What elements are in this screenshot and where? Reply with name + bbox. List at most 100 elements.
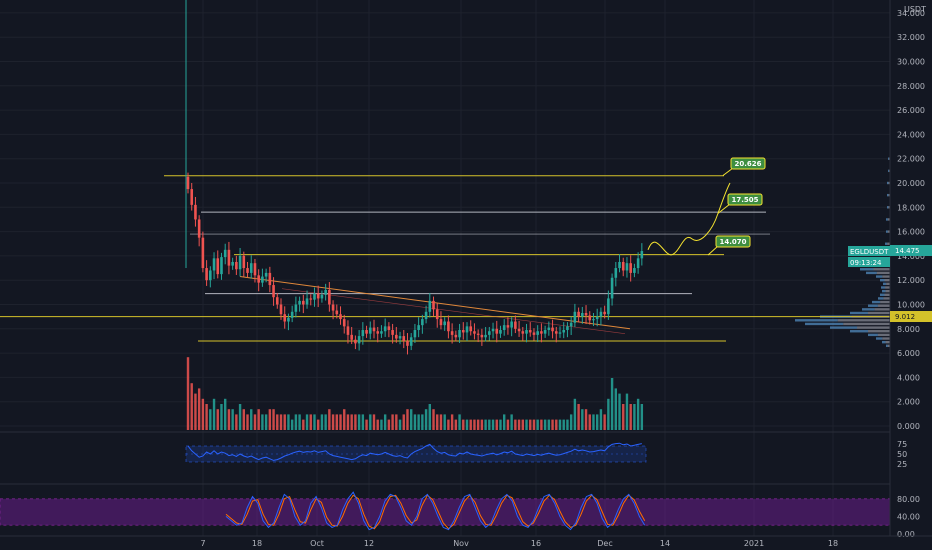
volume-bar <box>335 414 338 430</box>
candle-body <box>476 333 480 335</box>
volume-bar <box>305 414 309 430</box>
candle-body <box>283 314 287 322</box>
volume-bar <box>484 419 487 430</box>
profile-bar <box>888 206 890 209</box>
candle-body <box>424 311 428 320</box>
candle-body <box>235 261 238 270</box>
level-tag: 9.012 <box>890 311 932 322</box>
candle-body <box>190 189 194 205</box>
time-tick-label: 18 <box>252 539 262 548</box>
price-tick-label: 0.000 <box>897 422 920 431</box>
price-tick-label: 28.000 <box>897 82 925 91</box>
time-tick-label: 12 <box>364 539 374 548</box>
time-tick-label: 16 <box>531 539 541 548</box>
volume-bar <box>450 414 454 430</box>
candle-body <box>484 334 487 338</box>
profile-bar <box>885 340 890 344</box>
last-price-text: 14.475 <box>895 247 920 255</box>
volume-bar <box>413 414 417 430</box>
candle-body <box>517 328 521 332</box>
candle-body <box>242 255 246 269</box>
time-tick-label: 2021 <box>744 539 764 548</box>
price-axis[interactable]: 34.000 32.000 30.000 28.000 26.000 24.000 22.0… <box>897 9 925 431</box>
volume-bar <box>283 414 286 430</box>
candle-body <box>421 319 424 326</box>
price-tick-label: 30.000 <box>897 58 925 67</box>
profile-bar <box>874 308 890 311</box>
volume-bar <box>421 414 424 430</box>
stoch-tick-label: 80.00 <box>897 495 920 504</box>
annotation-box <box>730 157 766 170</box>
volume-bar <box>495 419 498 430</box>
profile-bar <box>888 169 889 173</box>
volume-bar <box>536 419 539 430</box>
candle-body <box>302 300 305 305</box>
countdown-text: 09:13:24 <box>850 259 882 267</box>
volume-bar <box>395 414 398 430</box>
stoch-k-line <box>225 491 646 531</box>
volume-bar <box>607 398 610 430</box>
time-axis[interactable]: 7 18 Oct 12 Nov 16 Dec 14 2021 18 <box>200 539 838 548</box>
symbol-tag-text: EGLDUSDT <box>850 248 889 256</box>
projection-path[interactable] <box>647 182 731 256</box>
profile-bar <box>888 157 890 160</box>
volume-bar <box>491 419 495 430</box>
stoch-d-line <box>225 494 646 530</box>
rsi-tick-label: 25 <box>897 460 907 469</box>
volume-bar <box>216 409 219 430</box>
volume-bar <box>551 419 554 430</box>
volume-bar <box>573 398 577 430</box>
candle-body <box>447 321 450 332</box>
profile-bar <box>887 206 889 209</box>
profile-bar <box>888 181 890 185</box>
candle-body <box>398 336 402 339</box>
profile-bar <box>866 271 877 275</box>
volume-bar <box>235 414 238 430</box>
volume-bar <box>510 414 513 430</box>
candle-body <box>554 331 558 334</box>
volume-bar <box>257 409 260 430</box>
price-annotations[interactable]: 20.626 17.505 14.070 <box>707 157 766 256</box>
time-tick-label: Oct <box>310 539 324 548</box>
candle-body <box>454 334 458 338</box>
candle-body <box>595 316 599 320</box>
volume-bar <box>186 357 190 430</box>
profile-bar <box>885 286 890 289</box>
stoch-axis: 80.00 40.00 0.00 <box>897 495 920 539</box>
candle-body <box>458 330 461 338</box>
profile-bar <box>877 304 890 307</box>
volume-bar <box>246 414 249 430</box>
candle-body <box>473 331 476 334</box>
volume-bar <box>503 414 506 430</box>
candle-body <box>342 319 346 327</box>
candle-body <box>588 315 592 321</box>
candle-body <box>625 263 629 271</box>
candle-body <box>361 330 365 337</box>
candles <box>185 0 644 355</box>
candle-body <box>569 322 573 327</box>
volume-bar <box>603 414 606 430</box>
volume-bar <box>279 414 283 430</box>
candle-body <box>599 311 603 317</box>
volume-bar <box>629 404 632 430</box>
projection-curve <box>647 182 731 256</box>
profile-bar <box>880 293 885 296</box>
volume-bars <box>186 357 644 430</box>
profile-bar <box>886 282 890 286</box>
volume-bar <box>417 414 420 430</box>
volume-bar <box>287 414 290 430</box>
volume-bar <box>473 419 476 430</box>
volume-bar <box>599 409 603 430</box>
level-tag-text: 9.012 <box>895 313 915 321</box>
volume-bar <box>581 409 584 430</box>
volume-bar <box>309 414 312 430</box>
candle-body <box>461 330 465 333</box>
candle-body <box>328 289 331 305</box>
candle-body <box>614 268 618 278</box>
candle-body <box>428 300 432 312</box>
candle-body <box>409 337 413 346</box>
currency-label: USDT <box>904 5 926 14</box>
price-tick-label: 16.000 <box>897 228 925 237</box>
profile-bar <box>888 157 889 160</box>
